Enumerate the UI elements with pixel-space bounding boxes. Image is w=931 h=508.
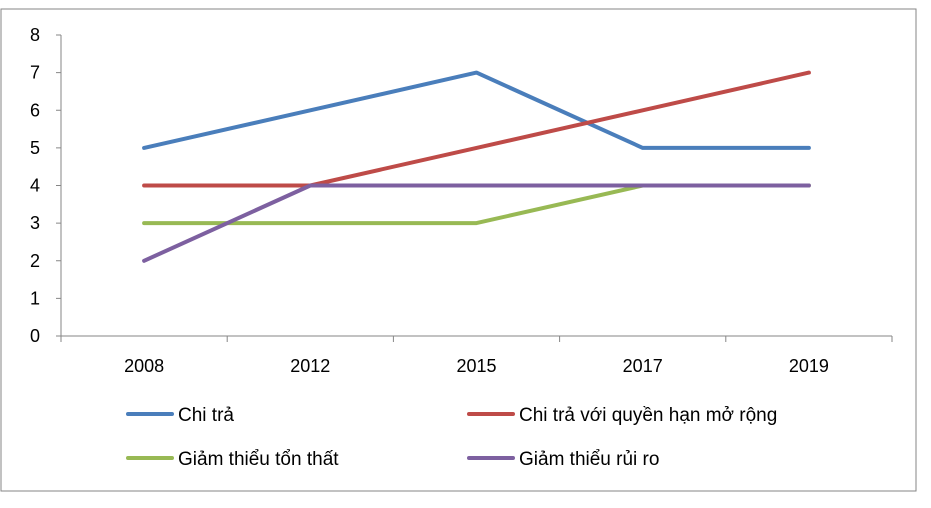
y-tick-label: 0 <box>30 326 40 346</box>
y-tick-label: 7 <box>30 63 40 83</box>
series-line-1 <box>142 70 811 150</box>
legend-label: Giảm thiểu tổn thất <box>178 449 339 470</box>
legend-label: Giảm thiểu rủi ro <box>519 449 659 470</box>
y-tick-label: 8 <box>30 25 40 45</box>
legend-label: Chi trả <box>178 405 234 426</box>
legend-item: Giảm thiểu tổn thất <box>126 449 339 470</box>
y-tick-label: 6 <box>30 100 40 120</box>
legend-item: Chi trả <box>126 405 234 426</box>
y-tick-label: 2 <box>30 251 40 271</box>
series-line-2 <box>142 70 811 188</box>
y-tick-label: 3 <box>30 213 40 233</box>
y-tick-label: 1 <box>30 288 40 308</box>
legend: Chi trả Chi trả với quyền hạn mở rộng Giảm… <box>126 405 777 470</box>
x-tick-label: 2017 <box>623 356 663 376</box>
x-tick-label: 2012 <box>290 356 330 376</box>
y-axis-ticks: 0 1 2 3 4 5 6 7 8 <box>30 25 61 346</box>
legend-label: Chi trả với quyền hạn mở rộng <box>519 405 777 426</box>
legend-item: Giảm thiểu rủi ro <box>467 449 659 470</box>
x-tick-label: 2008 <box>124 356 164 376</box>
x-axis-ticks: 2008 2012 2015 2017 2019 <box>60 336 893 376</box>
y-tick-label: 4 <box>30 176 40 196</box>
x-tick-label: 2015 <box>456 356 496 376</box>
x-tick-label: 2019 <box>789 356 829 376</box>
legend-item: Chi trả với quyền hạn mở rộng <box>467 405 777 426</box>
series-lines <box>142 70 811 263</box>
chart-border <box>0 8 917 492</box>
series-line-4 <box>142 183 811 263</box>
y-tick-label: 5 <box>30 138 40 158</box>
